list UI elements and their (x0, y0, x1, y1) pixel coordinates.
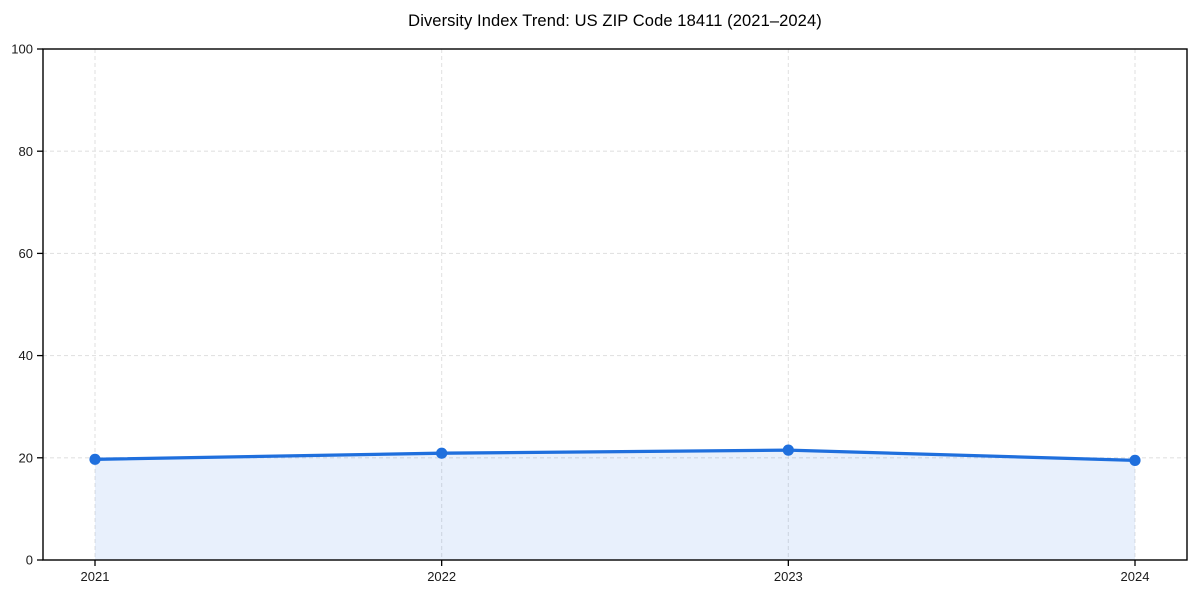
x-tick-label: 2023 (774, 569, 803, 584)
y-tick-label: 0 (26, 553, 33, 568)
y-tick-label: 100 (11, 42, 33, 57)
x-tick-label: 2024 (1121, 569, 1150, 584)
x-tick-label: 2022 (427, 569, 456, 584)
axis-frame (42, 48, 1188, 561)
y-tick-label: 80 (19, 144, 33, 159)
data-point-marker (89, 453, 101, 465)
data-point-marker (436, 447, 448, 459)
y-tick-label: 20 (19, 450, 33, 465)
data-point-marker (782, 444, 794, 456)
chart-title: Diversity Index Trend: US ZIP Code 18411… (408, 12, 822, 30)
data-point-marker (1129, 454, 1141, 466)
y-tick-label: 60 (19, 246, 33, 261)
x-tick-label: 2021 (81, 569, 110, 584)
area-fill (95, 450, 1135, 560)
trend-line (93, 448, 1137, 463)
y-tick-label: 40 (19, 348, 33, 363)
